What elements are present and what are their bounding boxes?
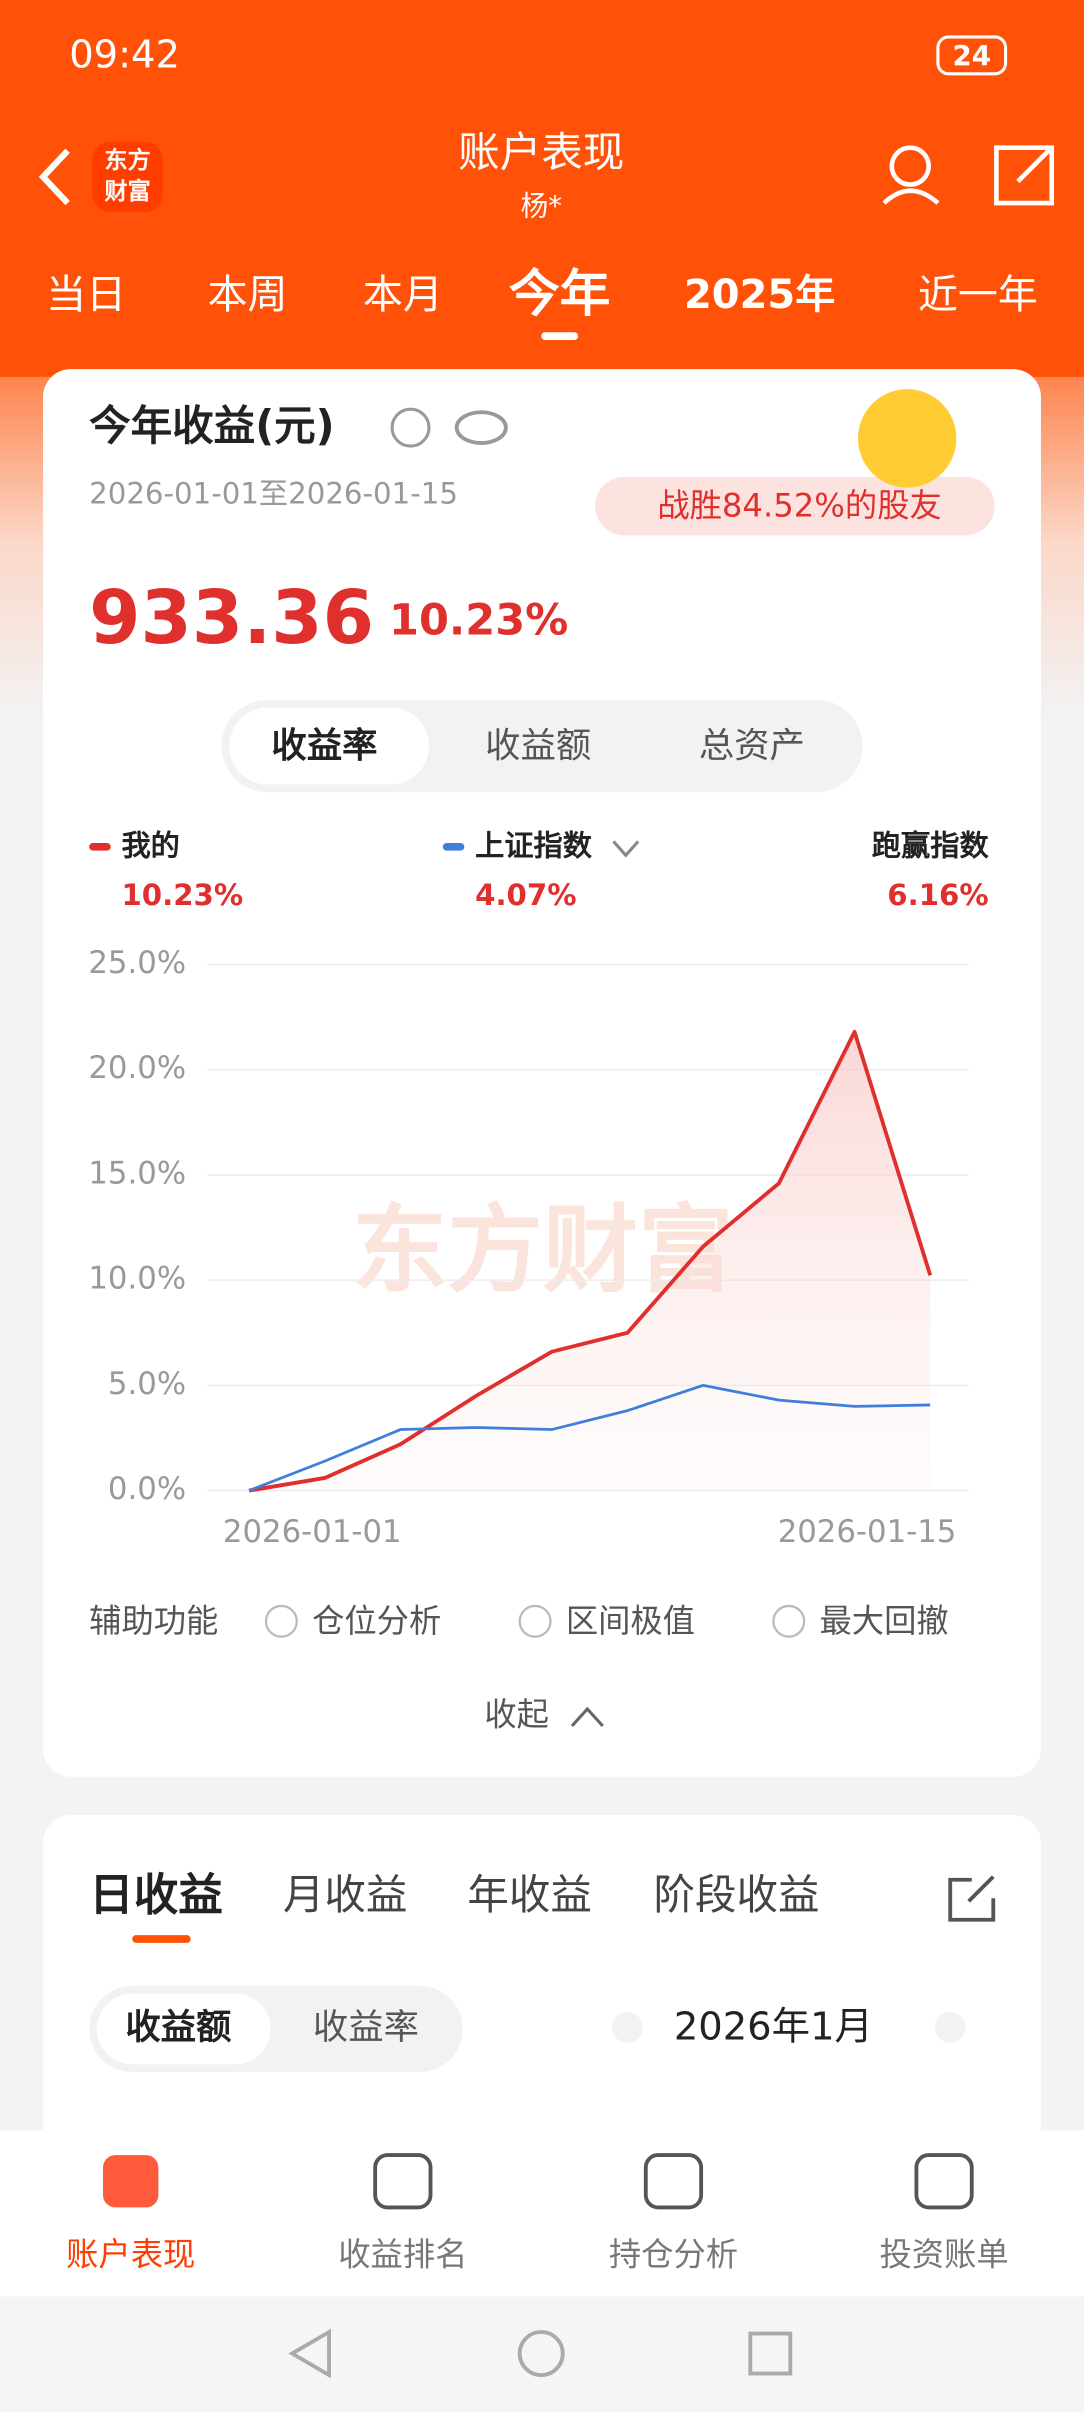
back-button[interactable] <box>38 148 70 206</box>
date-range: 2026-01-01至2026-01-15 <box>89 476 458 510</box>
nav-label[interactable]: 投资账单 <box>880 2236 1009 2274</box>
legend-swatch <box>89 842 111 851</box>
time: 09:42 <box>69 32 180 77</box>
next-month[interactable] <box>934 2012 966 2043</box>
radio[interactable] <box>518 1604 552 1638</box>
account-name: 杨* <box>520 190 562 223</box>
logo-text: 财富 <box>105 178 151 205</box>
x-tick-label: 2026-01-01 <box>223 1514 402 1550</box>
aux-label: 辅助功能 <box>89 1602 218 1640</box>
returns-tab[interactable]: 年收益 <box>467 1870 592 1919</box>
toggle-active <box>96 1993 271 2065</box>
user-icon[interactable] <box>889 145 932 187</box>
logo <box>92 141 163 213</box>
page-title: 账户表现 <box>458 127 624 176</box>
y-tick-label: 10.0% <box>88 1261 186 1297</box>
toggle[interactable]: 收益额 <box>125 2007 232 2048</box>
y-tick-label: 0.0% <box>108 1471 186 1507</box>
collapse[interactable]: 收起 <box>484 1696 549 1734</box>
rank-text: 战胜84.52%的股友 <box>657 487 941 525</box>
legend-label: 我的 <box>121 829 179 863</box>
rank-badge[interactable] <box>595 476 995 536</box>
excess-label: 跑赢指数 <box>872 829 990 863</box>
chart-tab[interactable]: 收益率 <box>271 726 377 767</box>
series-line <box>248 1029 933 1493</box>
excess-value: 6.16% <box>887 878 988 912</box>
y-tick-label: 20.0% <box>88 1050 186 1086</box>
chart-tab[interactable]: 收益额 <box>485 726 591 767</box>
legend-swatch <box>442 842 465 851</box>
period-tab[interactable]: 2025年 <box>684 272 835 318</box>
legend-value: 4.07% <box>475 878 576 912</box>
share-icon[interactable] <box>994 145 1055 206</box>
aux-option[interactable]: 最大回撤 <box>820 1602 949 1640</box>
y-tick-label: 5.0% <box>108 1366 186 1402</box>
legend-value: 10.23% <box>121 878 243 912</box>
period-tab[interactable]: 今年 <box>509 264 610 323</box>
share-icon[interactable] <box>948 1875 996 1922</box>
month[interactable]: 2026年1月 <box>674 2004 873 2049</box>
returns-tab[interactable]: 阶段收益 <box>653 1870 819 1919</box>
area-fill <box>249 1031 931 1491</box>
battery-level: 24 <box>953 39 992 72</box>
toggle[interactable]: 收益率 <box>313 2007 419 2048</box>
period-tab[interactable]: 本月 <box>363 272 443 318</box>
nav-label[interactable]: 收益排名 <box>338 2236 467 2274</box>
period-tab[interactable]: 近一年 <box>918 272 1038 318</box>
nav-icon[interactable] <box>103 2155 159 2208</box>
returns-tab[interactable]: 日收益 <box>89 1869 223 1921</box>
radio[interactable] <box>264 1604 298 1638</box>
prev-month[interactable] <box>611 2012 643 2043</box>
radio[interactable] <box>772 1604 806 1638</box>
series-line <box>248 1383 931 1492</box>
bottom-nav <box>0 2130 1084 2297</box>
x-tick-label: 2026-01-15 <box>778 1514 957 1550</box>
period-tab[interactable]: 本周 <box>208 272 288 318</box>
returns-card <box>43 1815 1041 2216</box>
user-icon-body <box>882 188 940 205</box>
profit: 933.36 <box>89 575 374 661</box>
y-tick-label: 15.0% <box>88 1155 186 1191</box>
eye-icon[interactable] <box>454 410 508 445</box>
header-bg <box>0 0 1084 377</box>
logo-text: 东方 <box>105 147 151 174</box>
chart-tab-active <box>229 707 429 785</box>
returns-tab[interactable]: 月收益 <box>283 1870 408 1919</box>
nav-icon[interactable] <box>373 2153 433 2210</box>
chart-tab[interactable]: 总资产 <box>699 726 805 767</box>
nav-back[interactable] <box>288 2328 331 2379</box>
info-icon[interactable] <box>390 407 431 448</box>
profit-rate: 10.23% <box>389 595 568 645</box>
nav-icon[interactable] <box>643 2153 704 2210</box>
nav-recent[interactable] <box>748 2331 793 2376</box>
period-tab[interactable]: 当日 <box>46 272 126 318</box>
nav-home[interactable] <box>517 2330 565 2378</box>
nav-icon[interactable] <box>914 2153 974 2210</box>
tab-indicator <box>132 1935 191 1943</box>
nav-label[interactable]: 持仓分析 <box>609 2236 738 2274</box>
system-nav <box>0 2296 1084 2412</box>
battery <box>936 35 1008 76</box>
aux-option[interactable]: 区间极值 <box>566 1602 695 1640</box>
legend-label: 上证指数 <box>475 829 593 863</box>
collapse-arrow <box>570 1706 604 1727</box>
nav-label[interactable]: 账户表现 <box>66 2236 195 2274</box>
emoji <box>857 389 957 488</box>
aux-option[interactable]: 仓位分析 <box>312 1602 441 1640</box>
summary-title: 今年收益(元) <box>89 401 334 450</box>
dropdown-arrow[interactable] <box>612 840 640 858</box>
tab-indicator <box>541 332 579 340</box>
y-tick-label: 25.0% <box>88 945 186 981</box>
